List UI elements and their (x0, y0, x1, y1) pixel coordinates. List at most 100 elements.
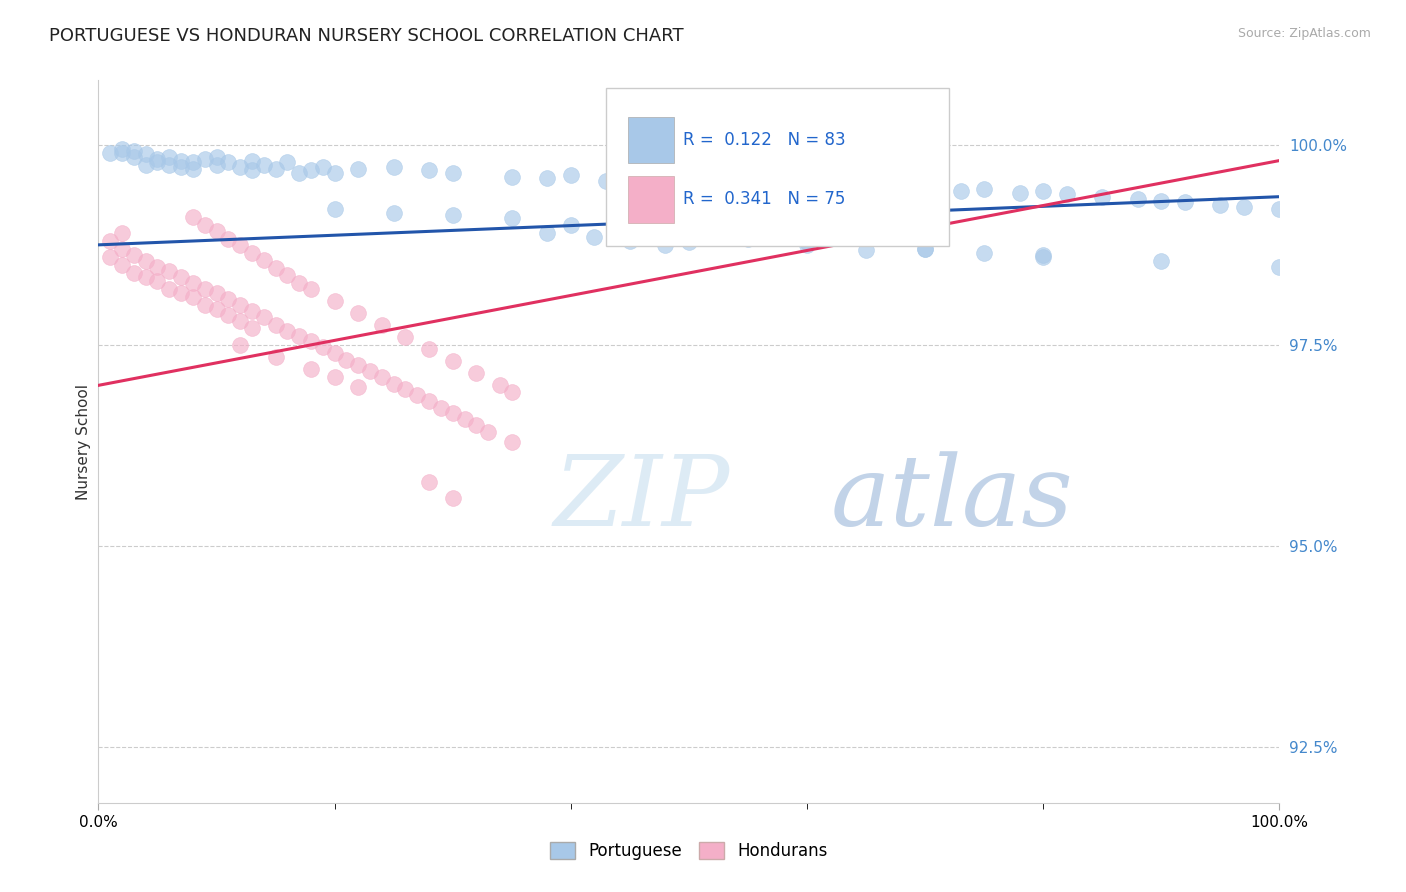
Point (122, 266, 145, 280)
Point (1056, 187, 1078, 202)
Point (229, 338, 252, 352)
Point (240, 304, 263, 318)
Point (418, 163, 440, 178)
Point (135, 253, 157, 268)
Point (264, 261, 287, 276)
Point (240, 153, 263, 168)
Point (772, 179, 794, 194)
Point (205, 149, 228, 163)
Point (146, 260, 169, 274)
Point (276, 268, 298, 282)
Point (630, 171, 652, 186)
Point (229, 160, 252, 174)
Point (181, 210, 204, 224)
Point (253, 157, 276, 171)
Point (240, 163, 263, 178)
Point (217, 155, 239, 169)
Point (501, 211, 523, 226)
Point (194, 152, 217, 166)
Point (560, 218, 582, 232)
Point (135, 269, 157, 284)
Point (98, 145, 121, 160)
Point (453, 412, 475, 426)
Point (122, 149, 145, 163)
Point (205, 157, 228, 171)
Point (1091, 189, 1114, 203)
Point (264, 351, 287, 365)
Point (217, 308, 239, 322)
Point (98, 234, 121, 248)
Point (430, 401, 453, 415)
Point (465, 418, 488, 433)
Point (406, 388, 429, 402)
Point (170, 153, 193, 168)
Point (1032, 184, 1054, 198)
Point (949, 184, 972, 198)
Point (111, 145, 134, 160)
Point (229, 298, 252, 312)
Point (796, 235, 818, 250)
Point (299, 282, 322, 296)
Point (713, 178, 735, 192)
Point (1268, 260, 1291, 274)
Point (382, 376, 405, 391)
Point (1150, 253, 1173, 268)
Point (312, 340, 335, 354)
Point (418, 394, 440, 409)
Point (288, 165, 311, 179)
Y-axis label: Nursery School: Nursery School (76, 384, 91, 500)
Point (323, 370, 346, 384)
Point (157, 157, 180, 171)
Point (122, 248, 145, 262)
Point (737, 230, 759, 244)
Point (678, 169, 700, 184)
Point (441, 407, 464, 421)
Point (501, 384, 523, 399)
Point (335, 352, 357, 367)
Point (288, 328, 311, 343)
Point (323, 165, 346, 179)
Point (122, 144, 145, 158)
Point (170, 269, 193, 284)
Point (465, 366, 488, 380)
Point (323, 293, 346, 308)
Point (418, 475, 440, 489)
Point (654, 237, 676, 252)
Text: ZIP: ZIP (553, 451, 730, 547)
Point (135, 147, 157, 161)
Point (796, 176, 818, 190)
Point (441, 354, 464, 368)
Point (299, 362, 322, 376)
Point (181, 290, 204, 304)
Text: PORTUGUESE VS HONDURAN NURSERY SCHOOL CORRELATION CHART: PORTUGUESE VS HONDURAN NURSERY SCHOOL CO… (49, 27, 683, 45)
Point (111, 258, 134, 272)
Text: R =  0.122   N = 83: R = 0.122 N = 83 (683, 131, 845, 149)
Text: atlas: atlas (831, 451, 1073, 547)
Point (299, 334, 322, 348)
Point (217, 292, 239, 306)
Point (1209, 197, 1232, 211)
Point (170, 285, 193, 300)
Point (973, 245, 995, 260)
Point (418, 342, 440, 356)
Point (1008, 186, 1031, 200)
Point (1174, 195, 1197, 210)
Point (205, 224, 228, 238)
Point (181, 161, 204, 176)
Point (146, 274, 169, 288)
Point (382, 205, 405, 219)
Point (441, 491, 464, 505)
Text: Source: ZipAtlas.com: Source: ZipAtlas.com (1237, 27, 1371, 40)
Point (347, 161, 370, 176)
Point (194, 218, 217, 232)
Point (181, 155, 204, 169)
Point (323, 346, 346, 360)
Point (276, 324, 298, 338)
Point (678, 226, 700, 240)
Point (98, 250, 121, 264)
Point (583, 230, 606, 244)
FancyBboxPatch shape (627, 117, 673, 163)
Point (157, 264, 180, 278)
Point (299, 163, 322, 178)
Point (276, 155, 298, 169)
